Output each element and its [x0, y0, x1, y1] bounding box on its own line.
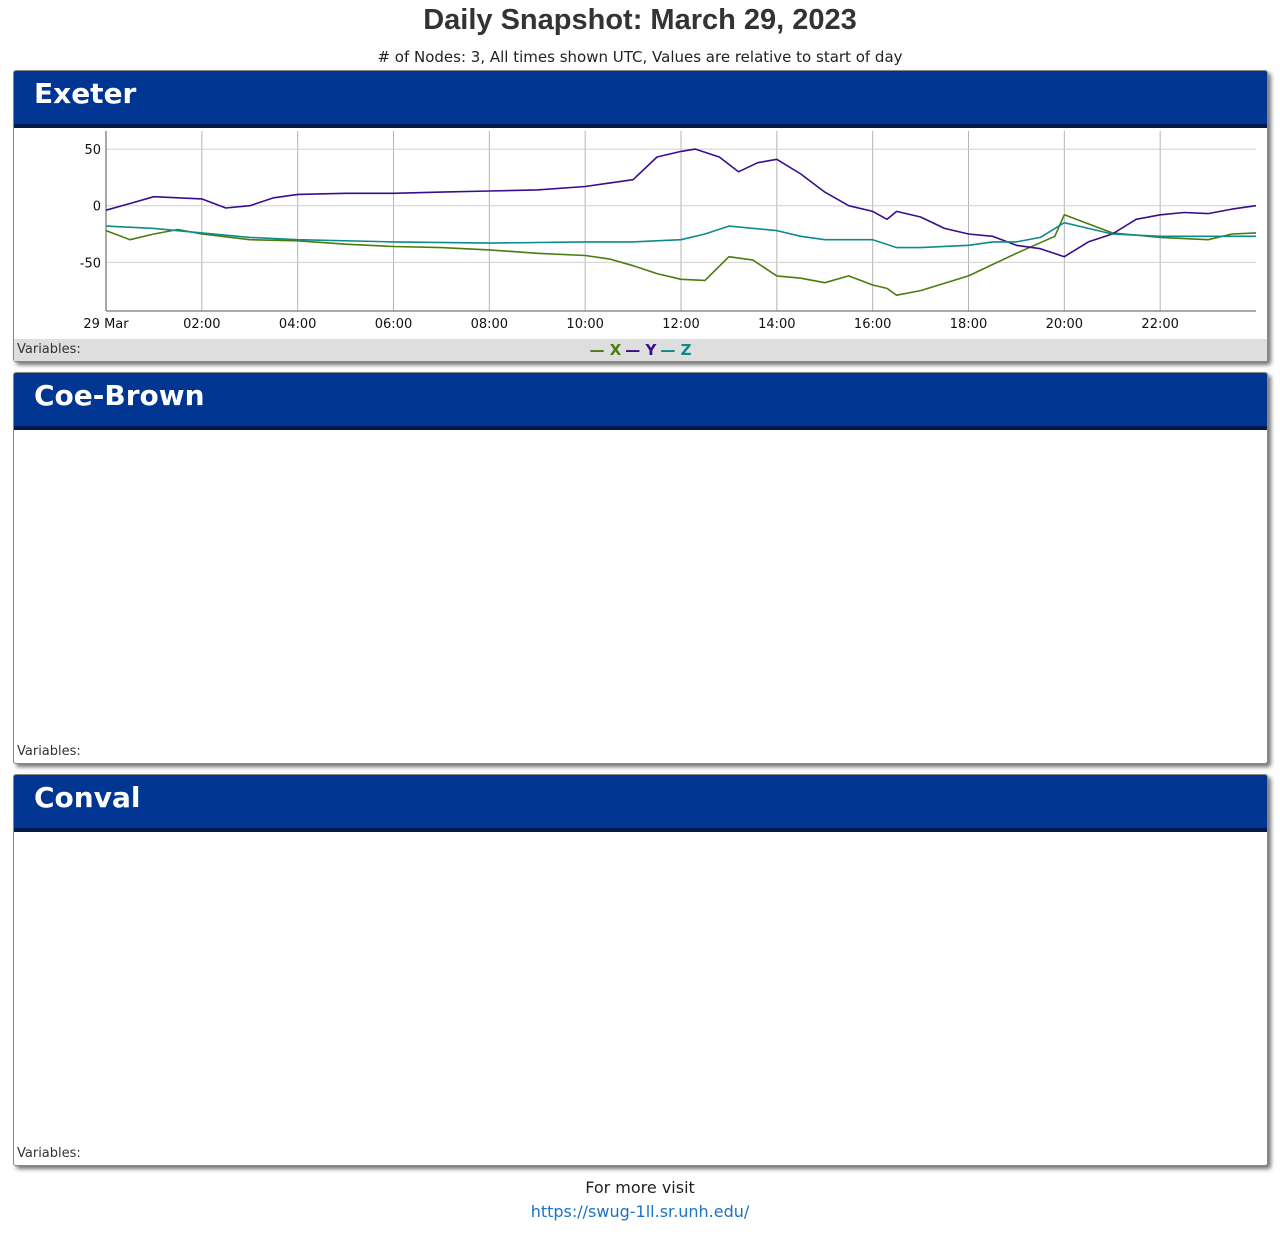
x-tick-label: 04:00: [279, 317, 316, 332]
panel-title-exeter: Exeter: [34, 77, 137, 110]
legend-item-x[interactable]: — X: [589, 341, 622, 359]
legend-item-z[interactable]: — Z: [660, 341, 692, 359]
variables-label: Variables:: [17, 744, 81, 759]
y-tick-label: 0: [93, 200, 101, 215]
x-tick-label: 18:00: [950, 317, 987, 332]
x-tick-label: 16:00: [854, 317, 891, 332]
variables-label: Variables:: [17, 342, 81, 357]
panel-exeter: Exeter 29 Mar 02:00 04:00 06:00 08:00 10:00 12…: [13, 70, 1268, 362]
panel-title-coe-brown: Coe-Brown: [34, 379, 205, 412]
chart-legend: — X — Y — Z: [14, 340, 1267, 360]
x-tick-label: 29 Mar: [83, 317, 129, 332]
panel-coe-brown: Coe-Brown Variables:: [13, 372, 1268, 764]
footer-link[interactable]: https://swug-1ll.sr.unh.edu/: [530, 1202, 750, 1221]
x-tick-label: 06:00: [375, 317, 412, 332]
chart-axes: [105, 131, 1256, 312]
panel-conval: Conval Variables:: [13, 774, 1268, 1166]
chart-ticks: 29 Mar 02:00 04:00 06:00 08:00 10:00 12:00 14:0…: [80, 143, 1179, 332]
y-tick-label: -50: [80, 256, 101, 271]
x-tick-label: 14:00: [758, 317, 795, 332]
x-tick-label: 02:00: [183, 317, 220, 332]
y-tick-label: 50: [84, 143, 101, 158]
x-tick-label: 22:00: [1141, 317, 1178, 332]
panel-header-exeter: Exeter: [14, 71, 1267, 128]
variables-bar-exeter: Variables: — X — Y — Z: [14, 339, 1267, 361]
series-line-z: [105, 221, 1256, 249]
variables-bar-conval: Variables:: [14, 1143, 1267, 1165]
legend-item-y[interactable]: — Y: [625, 341, 657, 359]
chart-grid: [106, 131, 1256, 311]
page-subtitle: # of Nodes: 3, All times shown UTC, Valu…: [377, 48, 903, 66]
x-tick-label: 10:00: [566, 317, 603, 332]
page-title: Daily Snapshot: March 29, 2023: [423, 4, 857, 36]
magnetometer-chart: 29 Mar 02:00 04:00 06:00 08:00 10:00 12:00 14:0…: [80, 131, 1257, 332]
chart-series: [105, 148, 1257, 296]
panel-header-coe-brown: Coe-Brown: [14, 373, 1267, 430]
panel-title-conval: Conval: [34, 781, 141, 814]
x-tick-label: 08:00: [471, 317, 508, 332]
x-tick-label: 12:00: [662, 317, 699, 332]
series-line-y: [105, 148, 1257, 258]
panel-header-conval: Conval: [14, 775, 1267, 832]
variables-label: Variables:: [17, 1146, 81, 1161]
variables-bar-coe-brown: Variables:: [14, 741, 1267, 763]
footer-text: For more visit: [585, 1178, 695, 1197]
x-tick-label: 20:00: [1046, 317, 1083, 332]
series-line-x: [105, 214, 1257, 296]
